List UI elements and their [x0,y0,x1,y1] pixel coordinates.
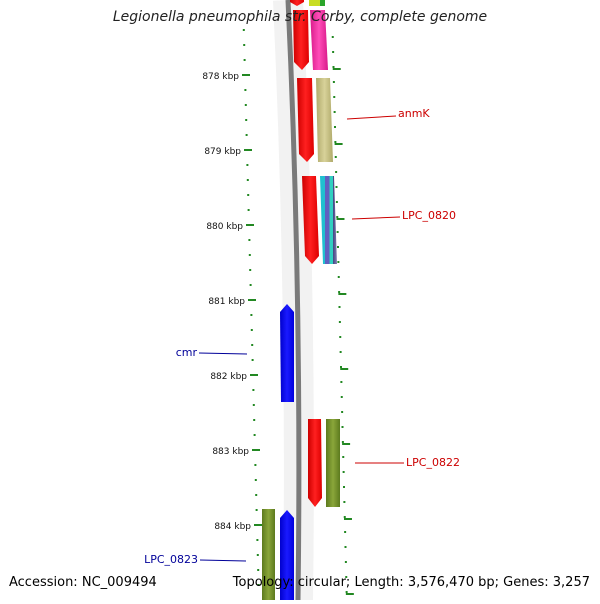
length-value: 3,576,470 bp [407,575,495,590]
length-label: Length: [354,575,404,590]
leader-LPC_0820 [351,216,401,220]
genome-stats: Topology: circular; Length: 3,576,470 bp… [233,575,590,590]
label-LPC_0822[interactable]: LPC_0822 [406,456,460,469]
accession-value: NC_009494 [81,575,157,590]
gene-cmr[interactable] [280,304,294,402]
tick-label: 879 kbp [204,147,241,157]
gene-forward-1[interactable] [293,10,309,70]
gene-reverse-bottom[interactable] [280,510,294,600]
label-LPC_0820[interactable]: LPC_0820 [402,209,456,222]
gene-anmK[interactable] [316,78,333,162]
label-LPC_0823[interactable]: LPC_0823 [144,553,198,566]
inner-tick-ladder [242,29,260,586]
gene-LPC_0823[interactable] [262,509,275,600]
label-cmr[interactable]: cmr [176,346,198,359]
gene-forward-4[interactable] [308,419,322,507]
outer-tick-ladder [331,36,354,595]
genes-value: 3,257 [552,575,590,590]
gene-features [262,0,340,600]
gene-labels: anmK LPC_0820 cmr LPC_0822 LPC_0823 [144,107,460,566]
tick-label: 881 kbp [208,297,245,307]
major-ticks: 878 kbp 879 kbp 880 kbp 881 kbp 882 kbp 883 k… [202,72,262,532]
accession-info: Accession: NC_009494 [9,575,157,590]
tick-label: 884 kbp [214,522,251,532]
tick-label: 882 kbp [210,372,247,382]
gene-pink[interactable] [310,10,328,70]
separator-2: ; [494,575,500,590]
gene-forward-2[interactable] [297,78,314,162]
gene-forward-top[interactable] [290,0,304,6]
genes-label: Genes: [503,575,549,590]
tick-label: 878 kbp [202,72,239,82]
gene-LPC_0820[interactable] [320,176,337,264]
leader-LPC_0823 [199,559,247,562]
map-title: Legionella pneumophila str. Corby, compl… [112,9,488,25]
leader-anmK [346,115,397,120]
label-anmK[interactable]: anmK [398,107,430,120]
tick-label: 883 kbp [212,447,249,457]
gene-forward-3[interactable] [302,176,319,264]
tick-label: 880 kbp [206,222,243,232]
topology-label: Topology: [232,575,294,590]
gene-top-green[interactable] [320,0,325,6]
genome-backbone [285,0,302,601]
accession-label: Accession: [9,575,78,590]
gene-LPC_0822[interactable] [326,419,340,507]
separator-1: ; [345,575,351,590]
gene-top-yellowgreen[interactable] [309,0,324,6]
leader-cmr [198,352,248,355]
topology-value: circular [297,575,346,590]
